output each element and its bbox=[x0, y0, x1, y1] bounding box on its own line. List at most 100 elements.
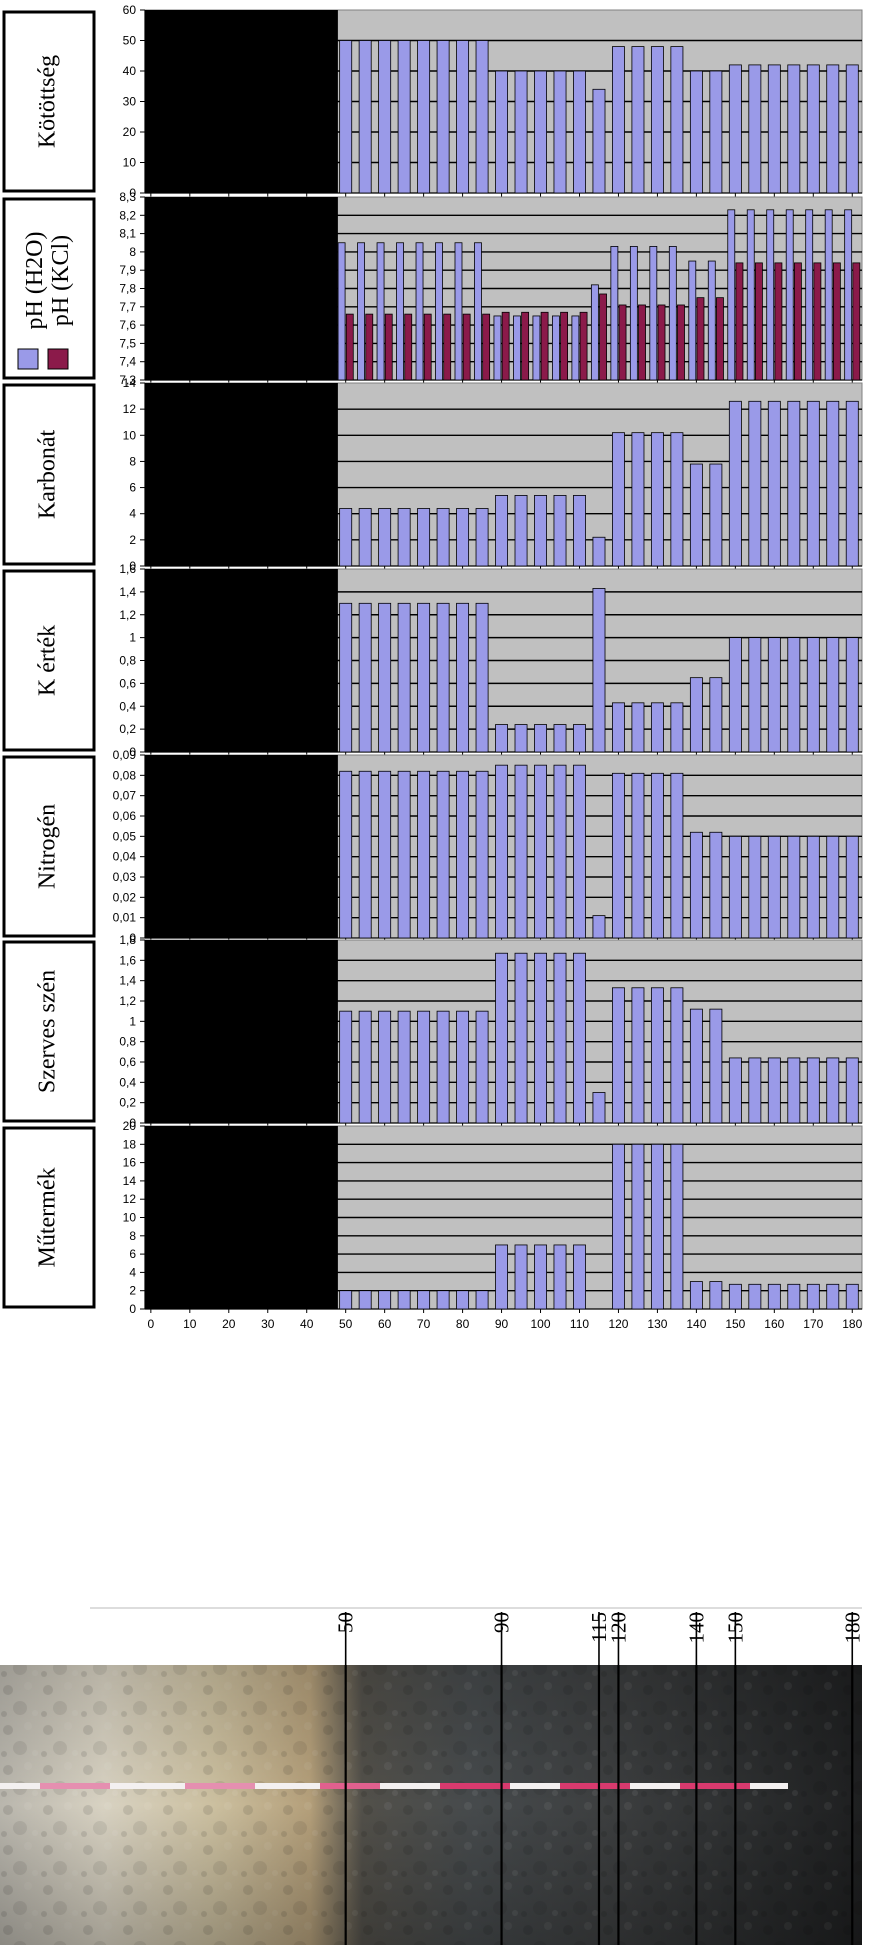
bar bbox=[514, 724, 528, 753]
bar bbox=[696, 297, 705, 381]
bar bbox=[573, 1244, 586, 1310]
y-tick-label: 0 bbox=[129, 745, 136, 759]
bar bbox=[709, 1008, 723, 1124]
x-tick-label: 150 bbox=[725, 1317, 745, 1331]
bar bbox=[728, 637, 742, 753]
y-tick-label: 0,02 bbox=[113, 890, 137, 904]
bar bbox=[728, 1057, 742, 1124]
y-tick-label: 0,8 bbox=[119, 1035, 136, 1049]
x-tick-label: 160 bbox=[764, 1317, 784, 1331]
ylabel: K érték bbox=[35, 625, 61, 696]
bar bbox=[746, 209, 755, 381]
bar bbox=[826, 1057, 840, 1124]
bar bbox=[670, 702, 684, 753]
y-tick-label: 10 bbox=[123, 1211, 137, 1225]
y-tick-label: 8 bbox=[129, 1229, 136, 1243]
bar bbox=[844, 209, 853, 381]
y-tick-label: 0 bbox=[129, 1302, 136, 1316]
bar bbox=[435, 242, 443, 381]
bar bbox=[339, 602, 353, 753]
bar bbox=[787, 1283, 801, 1310]
y-tick-label: 0,07 bbox=[113, 789, 137, 803]
x-tick-label: 140 bbox=[686, 1317, 706, 1331]
bar bbox=[612, 702, 625, 753]
bar bbox=[495, 70, 508, 194]
bar bbox=[482, 313, 491, 381]
bar bbox=[787, 835, 801, 939]
bar bbox=[339, 1290, 353, 1310]
bar bbox=[456, 602, 470, 753]
bar bbox=[618, 304, 627, 381]
bar bbox=[728, 400, 742, 567]
bar bbox=[475, 508, 489, 567]
bar bbox=[787, 637, 801, 753]
y-tick-label: 1,6 bbox=[119, 562, 136, 576]
bar bbox=[573, 952, 586, 1124]
bar bbox=[397, 770, 411, 939]
y-tick-label: 6 bbox=[129, 1247, 136, 1261]
masked-region bbox=[145, 1126, 338, 1309]
bar bbox=[709, 70, 723, 194]
bar bbox=[670, 432, 684, 567]
x-tick-label: 20 bbox=[222, 1317, 236, 1331]
bar bbox=[845, 400, 859, 567]
masked-region bbox=[145, 569, 338, 752]
y-tick-label: 12 bbox=[123, 402, 137, 416]
chart-panel: pH (H2O) pH (KCl) 7,3 7,4 7,5 7,6 7,7 7,8 7,9 8 8,… bbox=[2, 190, 863, 402]
masked-region bbox=[145, 383, 338, 566]
bar bbox=[845, 637, 859, 753]
bar bbox=[514, 764, 528, 939]
y-tick-label: 1 bbox=[129, 1014, 136, 1028]
bar bbox=[668, 246, 677, 381]
bar bbox=[590, 284, 599, 381]
bar bbox=[456, 1010, 470, 1124]
y-tick-label: 12 bbox=[123, 1192, 137, 1206]
ylabel-box bbox=[2, 383, 96, 566]
y-tick-label: 18 bbox=[123, 1137, 137, 1151]
bar bbox=[514, 952, 528, 1124]
bar bbox=[631, 987, 645, 1124]
bar bbox=[397, 1290, 411, 1310]
bar bbox=[709, 677, 723, 753]
chart-panel: Nitrogén 0 0,01 0,02 0,03 0,04 0,05 0,06 0,07 0,0… bbox=[2, 748, 863, 960]
bar bbox=[689, 677, 703, 753]
bar bbox=[384, 313, 393, 381]
bar bbox=[806, 400, 820, 567]
y-tick-label: 50 bbox=[123, 34, 137, 48]
bar bbox=[689, 463, 703, 567]
y-tick-label: 7,3 bbox=[119, 373, 136, 387]
chart-panel: Karbonát02468101214010203040506070809010… bbox=[2, 376, 863, 588]
bar bbox=[826, 64, 840, 194]
bar bbox=[436, 770, 450, 939]
bar bbox=[495, 952, 508, 1124]
bar bbox=[826, 400, 840, 567]
depth-label: 115 bbox=[587, 1612, 611, 1643]
ylabel-box bbox=[2, 755, 96, 938]
bar bbox=[475, 770, 489, 939]
bar bbox=[358, 508, 372, 567]
y-tick-label: 0,8 bbox=[119, 654, 136, 668]
bar bbox=[767, 637, 781, 753]
bar bbox=[805, 209, 814, 381]
y-tick-label: 0,05 bbox=[113, 829, 137, 843]
bar bbox=[474, 242, 482, 381]
bar bbox=[650, 987, 664, 1124]
bar bbox=[735, 262, 744, 381]
y-tick-label: 1,4 bbox=[119, 974, 136, 988]
y-tick-label: 7,7 bbox=[119, 300, 136, 314]
bar bbox=[670, 1143, 684, 1310]
bar bbox=[456, 508, 470, 567]
bar bbox=[534, 952, 547, 1124]
bar bbox=[365, 313, 374, 381]
x-tick-label: 0 bbox=[148, 1317, 155, 1331]
x-tick-label: 10 bbox=[183, 1317, 197, 1331]
bar bbox=[397, 40, 411, 194]
bar bbox=[670, 772, 684, 939]
y-tick-label: 0,6 bbox=[119, 1055, 136, 1069]
bar bbox=[629, 246, 638, 381]
bar bbox=[599, 293, 607, 381]
bar bbox=[610, 246, 619, 381]
bar bbox=[495, 1244, 508, 1310]
bar bbox=[670, 987, 684, 1124]
y-tick-label: 0,2 bbox=[119, 722, 136, 736]
